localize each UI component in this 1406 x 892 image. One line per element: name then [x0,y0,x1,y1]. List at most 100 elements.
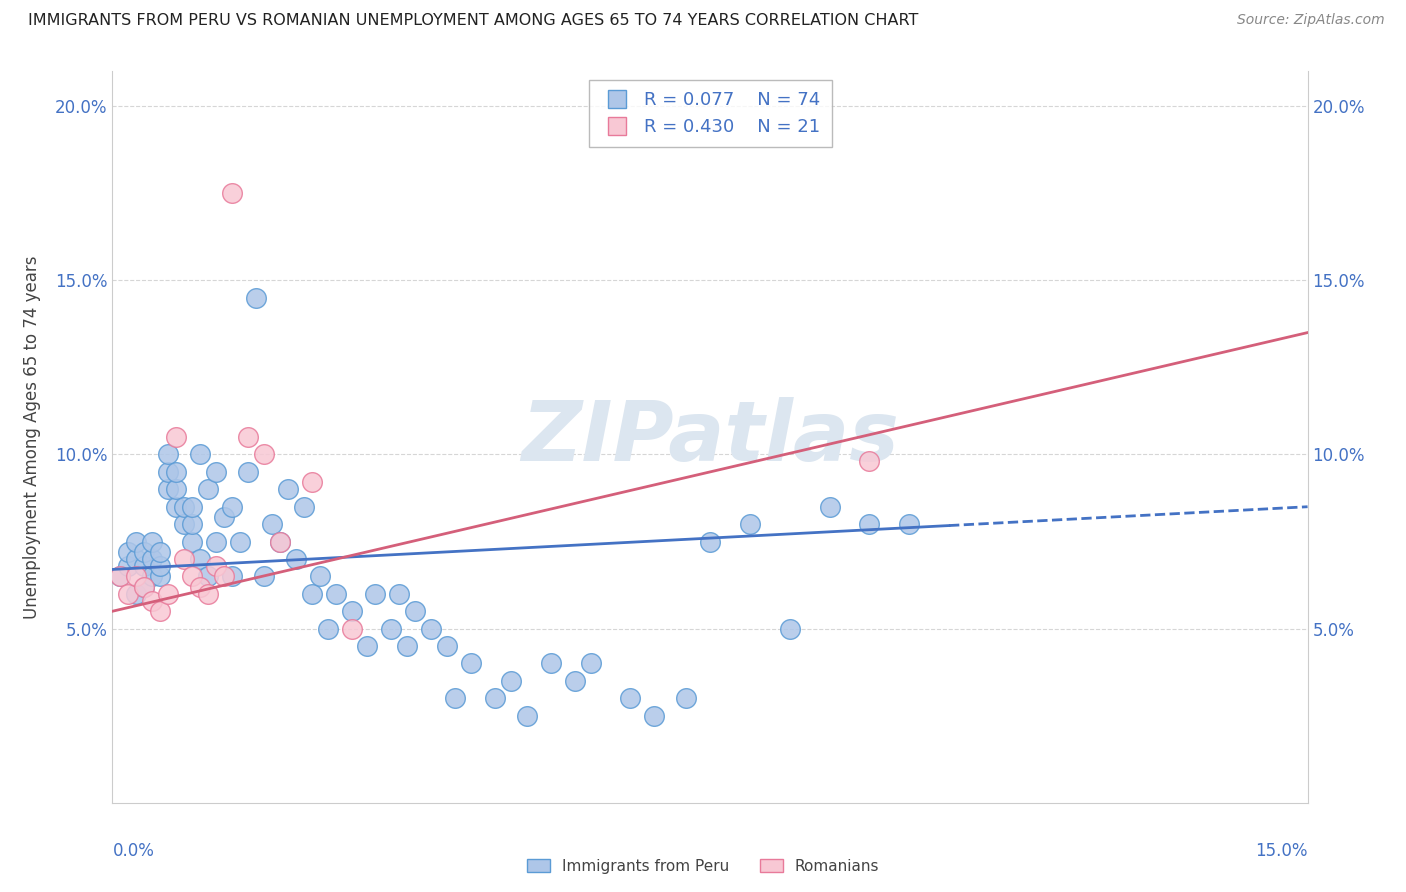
Point [173,517,195,532]
Text: 0.0%: 0.0% [112,842,155,860]
Point [141,569,163,583]
Point [738,517,761,532]
Point [818,500,841,514]
Point [380,622,402,636]
Point [157,465,180,479]
Point [277,483,299,497]
Point [269,534,291,549]
Point [516,708,538,723]
Point [292,500,315,514]
Point [301,587,323,601]
Point [134,545,156,559]
Point [253,448,276,462]
Point [157,448,180,462]
Point [340,604,363,618]
Point [436,639,458,653]
Point [212,569,235,583]
Point [149,604,172,618]
Point [134,558,156,573]
Point [181,500,204,514]
Point [125,587,148,601]
Point [284,552,307,566]
Point [205,465,228,479]
Point [125,552,148,566]
Point [173,500,195,514]
Point [364,587,387,601]
Point [301,475,323,490]
Point [484,691,506,706]
Point [579,657,602,671]
Point [340,622,363,636]
Point [197,587,219,601]
Point [316,622,339,636]
Point [221,500,243,514]
Y-axis label: Unemployment Among Ages 65 to 74 years: Unemployment Among Ages 65 to 74 years [24,255,41,619]
Point [134,580,156,594]
Point [253,569,276,583]
Point [141,534,163,549]
Point [898,517,921,532]
Point [308,569,330,583]
Point [165,500,187,514]
Point [173,552,195,566]
Point [134,580,156,594]
Text: 15.0%: 15.0% [1256,842,1308,860]
Point [117,587,139,601]
Legend: R = 0.077    N = 74, R = 0.430    N = 21: R = 0.077 N = 74, R = 0.430 N = 21 [589,80,831,147]
Point [212,510,235,524]
Point [117,545,139,559]
Point [404,604,426,618]
Point [619,691,641,706]
Point [149,558,172,573]
Point [260,517,283,532]
Point [236,465,259,479]
Point [643,708,665,723]
Point [564,673,586,688]
Point [540,657,562,671]
Point [858,454,880,468]
Point [125,569,148,583]
Point [125,534,148,549]
Point [205,558,228,573]
Point [165,465,187,479]
Text: IMMIGRANTS FROM PERU VS ROMANIAN UNEMPLOYMENT AMONG AGES 65 TO 74 YEARS CORRELAT: IMMIGRANTS FROM PERU VS ROMANIAN UNEMPLO… [28,13,918,29]
Point [779,622,801,636]
Point [181,534,204,549]
Point [197,569,219,583]
Point [221,186,243,201]
Point [149,545,172,559]
Point [388,587,411,601]
Point [229,534,252,549]
Legend: Immigrants from Peru, Romanians: Immigrants from Peru, Romanians [520,853,886,880]
Point [165,483,187,497]
Point [699,534,721,549]
Point [325,587,347,601]
Point [356,639,378,653]
Point [245,291,267,305]
Point [460,657,482,671]
Point [157,483,180,497]
Point [181,569,204,583]
Point [181,517,204,532]
Point [149,569,172,583]
Point [110,569,132,583]
Point [236,430,259,444]
Point [165,430,187,444]
Point [188,580,211,594]
Point [197,483,219,497]
Point [157,587,180,601]
Text: ZIPatlas: ZIPatlas [522,397,898,477]
Point [499,673,522,688]
Point [205,534,228,549]
Point [675,691,697,706]
Point [117,558,139,573]
Point [420,622,443,636]
Point [141,552,163,566]
Point [269,534,291,549]
Point [221,569,243,583]
Point [396,639,419,653]
Point [141,594,163,608]
Text: Source: ZipAtlas.com: Source: ZipAtlas.com [1237,13,1385,28]
Point [188,448,211,462]
Point [110,569,132,583]
